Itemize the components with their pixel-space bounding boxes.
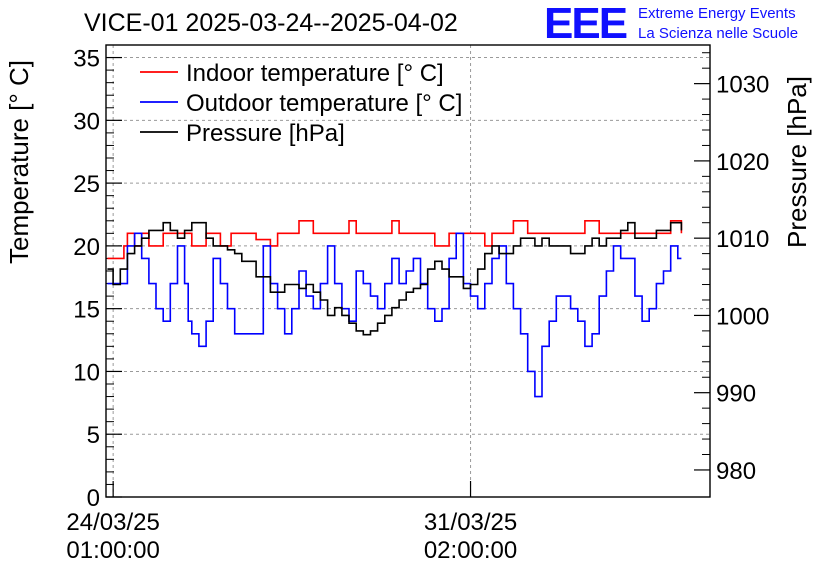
eee-logo-line2: La Scienza nelle Scuole	[638, 25, 799, 42]
series-line-2	[107, 221, 683, 336]
y-tick-label: 20	[73, 234, 100, 261]
legend-label-2: Pressure [hPa]	[186, 120, 345, 147]
y-tick-label: 30	[73, 108, 100, 135]
series-line-1	[107, 232, 682, 398]
legend-label-0: Indoor temperature [° C]	[186, 60, 444, 87]
eee-logo-line1: Extreme Energy Events	[638, 5, 796, 22]
eee-logo: EEE Extreme Energy Events La Scienza nel…	[544, 2, 834, 46]
axes: 0 5 10 15 20 25 30 35 980 990 1000 1010 1020 1030 24/0…	[66, 44, 769, 564]
y2-tick-label: 980	[716, 458, 756, 485]
x-tick-label-date: 24/03/25	[66, 509, 159, 536]
y2-axis-label: Pressure [hPa]	[782, 76, 812, 248]
series	[107, 220, 683, 398]
y2-tick-label: 1020	[716, 149, 769, 176]
x-tick-label-time: 01:00:00	[66, 537, 159, 564]
y2-tick-label: 990	[716, 381, 756, 408]
y-tick-label: 25	[73, 171, 100, 198]
y-tick-label: 15	[73, 297, 100, 324]
y-tick-label: 5	[87, 422, 100, 449]
chart-title: VICE-01 2025-03-24--2025-04-02	[84, 9, 458, 37]
eee-logo-mark: EEE	[544, 0, 628, 48]
y-axis-label: Temperature [° C]	[4, 60, 34, 264]
y2-tick-label: 1030	[716, 72, 769, 99]
y-tick-label: 10	[73, 359, 100, 386]
legend-label-1: Outdoor temperature [° C]	[186, 90, 462, 117]
series-line-0	[107, 220, 683, 260]
x-tick-label-time: 02:00:00	[424, 537, 517, 564]
y2-tick-label: 1000	[716, 303, 769, 330]
y-tick-label: 35	[73, 46, 100, 73]
legend: Indoor temperature [° C] Outdoor temperat…	[140, 60, 462, 147]
y2-tick-label: 1010	[716, 226, 769, 253]
x-tick-label-date: 31/03/25	[424, 509, 517, 536]
y-tick-label: 0	[87, 485, 100, 512]
